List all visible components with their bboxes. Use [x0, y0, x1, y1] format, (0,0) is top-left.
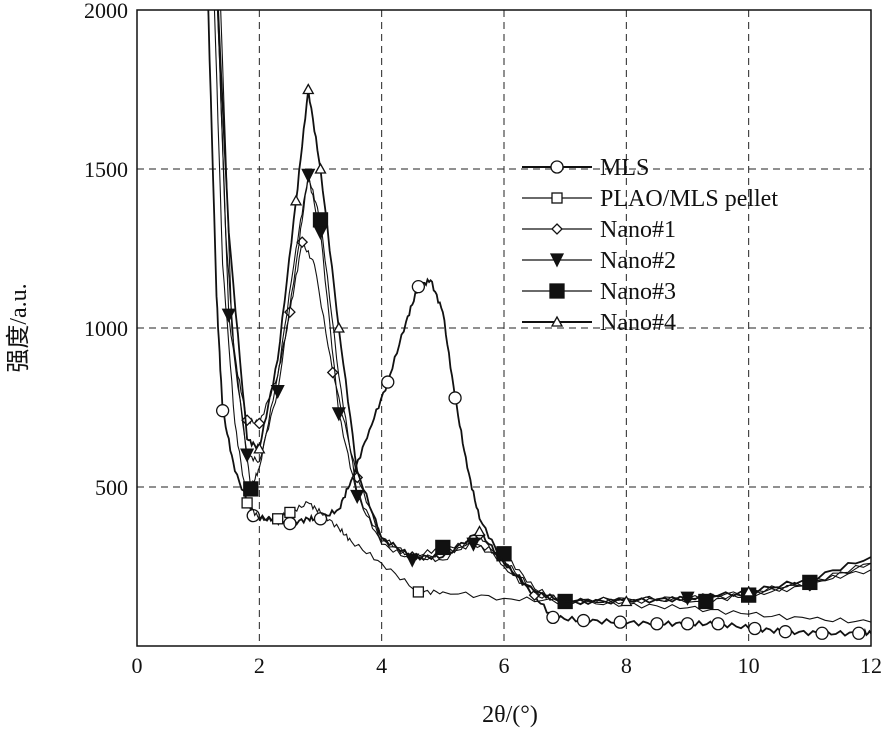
data-point [331, 407, 346, 422]
data-point [314, 162, 327, 174]
legend-item: Nano#1 [522, 217, 676, 243]
data-point [613, 615, 627, 629]
data-point [326, 366, 339, 379]
legend-marker [549, 253, 565, 268]
legend-item: Nano#3 [522, 279, 676, 305]
x-tick-label: 8 [621, 653, 632, 678]
legend-marker [551, 192, 563, 204]
data-point [312, 212, 329, 228]
legend-item: PLAO/MLS pellet [522, 186, 778, 212]
tick-labels: 0 2 4 6 8 10 12 500 1000 1500 2000 [84, 0, 882, 678]
series-nano-4 [217, 10, 871, 607]
y-axis-label: 强度/a.u. [5, 283, 32, 372]
data-point [778, 625, 793, 639]
data-point [802, 574, 818, 591]
y-tick-label: 1500 [84, 157, 128, 182]
data-point [243, 481, 259, 497]
data-point [253, 442, 266, 454]
x-tick-label: 10 [738, 653, 760, 678]
legend: MLS PLAO/MLS pellet Nano#1 Nano#2 Nano#3 Nano… [522, 155, 778, 336]
legend-label: Nano#2 [600, 248, 676, 274]
data-point [221, 308, 236, 323]
legend-marker [550, 315, 564, 327]
x-tick-label: 2 [254, 653, 265, 678]
series-group [207, 10, 871, 640]
data-point [711, 617, 725, 631]
legend-item: MLS [522, 155, 649, 181]
data-point [284, 506, 296, 519]
data-point [302, 83, 315, 95]
legend-marker [550, 160, 564, 174]
data-point [332, 321, 345, 333]
x-axis-label: 2θ/(°) [482, 702, 538, 728]
data-point [620, 595, 633, 607]
data-point [576, 613, 591, 628]
series-line [217, 10, 871, 605]
data-point [272, 513, 284, 525]
plot-frame [136, 9, 872, 647]
legend-label: Nano#1 [600, 217, 676, 243]
data-point [241, 497, 253, 509]
data-point [412, 586, 425, 598]
legend-marker [549, 283, 565, 299]
legend-label: PLAO/MLS pellet [600, 186, 778, 212]
series-line [217, 10, 871, 606]
x-tick-label: 6 [499, 653, 510, 678]
x-tick-label: 4 [376, 653, 387, 678]
series-line [217, 10, 871, 605]
series-nano-1 [217, 10, 871, 605]
data-point [680, 617, 695, 631]
data-point [289, 194, 303, 206]
data-point [748, 621, 762, 636]
data-point [253, 417, 266, 430]
legend-label: Nano#3 [600, 279, 676, 305]
y-tick-label: 1000 [84, 316, 128, 341]
legend-item: Nano#2 [522, 248, 676, 274]
x-tick-label: 0 [132, 653, 143, 678]
data-point [852, 626, 866, 640]
legend-label: Nano#4 [600, 310, 676, 336]
data-point [381, 375, 395, 389]
legend-marker [551, 223, 563, 235]
data-point [473, 525, 486, 537]
legend-item: Nano#4 [522, 310, 676, 336]
y-tick-label: 2000 [84, 0, 128, 23]
data-point [411, 280, 426, 294]
data-point [448, 391, 462, 405]
data-point [650, 617, 664, 631]
data-point [496, 546, 512, 562]
data-point [283, 516, 297, 531]
y-tick-label: 500 [95, 475, 128, 500]
data-point [215, 404, 230, 418]
data-point [546, 610, 560, 625]
series-plao-mls-pellet [213, 10, 871, 624]
legend-label: MLS [600, 155, 649, 181]
data-point [313, 225, 328, 241]
data-point [742, 585, 755, 597]
x-tick-label: 12 [860, 653, 882, 678]
data-point [435, 539, 451, 556]
data-point [815, 626, 829, 640]
